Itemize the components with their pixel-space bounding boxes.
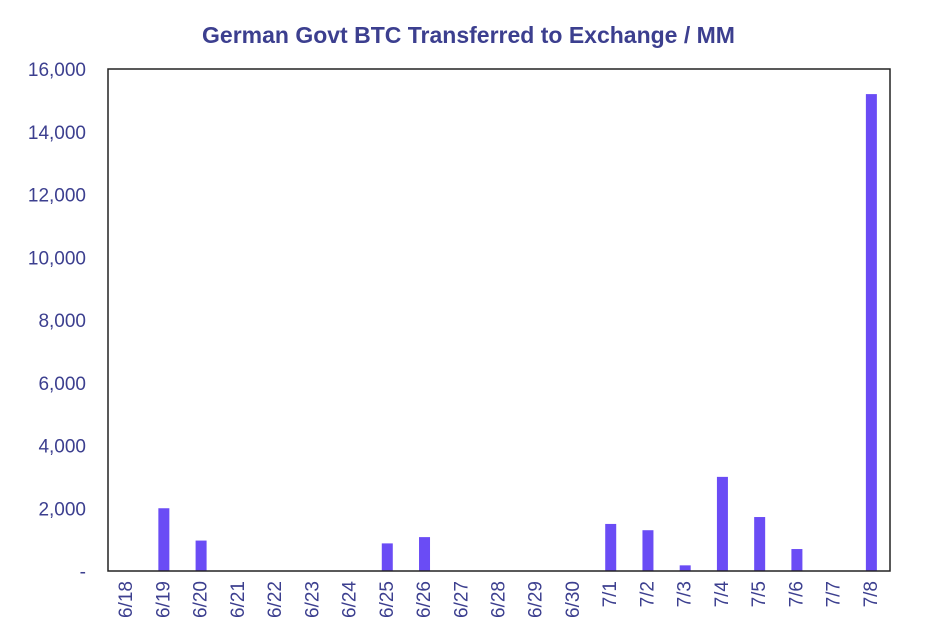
- x-tick-label: 6/29: [526, 581, 547, 618]
- x-tick-label: 6/18: [116, 581, 137, 618]
- bar: [195, 540, 207, 571]
- x-tick-label: 7/6: [786, 581, 807, 607]
- y-tick-label: 4,000: [38, 437, 86, 458]
- plot-area-frame: [107, 68, 891, 572]
- bars-group: [158, 94, 877, 571]
- x-tick-label: 7/4: [712, 581, 733, 608]
- x-tick-label: 6/28: [489, 581, 510, 618]
- x-tick-label: 7/3: [675, 581, 696, 607]
- bar: [419, 537, 431, 571]
- x-tick-label: 6/26: [414, 581, 435, 618]
- bar: [754, 517, 766, 571]
- y-tick-label: 10,000: [28, 248, 86, 269]
- y-tick-label: 12,000: [28, 186, 86, 207]
- bar: [605, 523, 617, 571]
- x-tick-label: 6/25: [377, 581, 398, 618]
- bar: [381, 543, 393, 571]
- y-tick-label: -: [80, 562, 86, 583]
- x-tick-label: 7/8: [861, 581, 882, 607]
- x-tick-label: 7/2: [637, 581, 658, 607]
- x-tick-label: 6/30: [563, 581, 584, 618]
- y-tick-label: 8,000: [38, 311, 86, 332]
- x-tick-label: 6/24: [340, 581, 361, 618]
- bar: [642, 530, 654, 571]
- x-tick-label: 6/20: [191, 581, 212, 618]
- y-tick-label: 16,000: [28, 60, 86, 81]
- x-tick-label: 7/1: [600, 581, 621, 607]
- x-tick-label: 6/27: [451, 581, 472, 618]
- y-tick-label: 6,000: [38, 374, 86, 395]
- x-tick-label: 6/21: [228, 581, 249, 618]
- y-tick-label: 14,000: [28, 123, 86, 144]
- x-tick-label: 7/5: [749, 581, 770, 607]
- bar: [679, 565, 691, 571]
- bar: [716, 476, 728, 571]
- bar: [158, 508, 170, 571]
- y-axis-ticks: - 2,000 4,000 6,000 8,000 10,000 12,000 14,000 1…: [28, 60, 86, 583]
- x-tick-label: 6/22: [265, 581, 286, 618]
- x-tick-label: 6/23: [302, 581, 323, 618]
- x-tick-label: 7/7: [824, 581, 845, 607]
- bar: [865, 94, 877, 571]
- bar: [791, 549, 803, 571]
- y-tick-label: 2,000: [38, 499, 86, 520]
- x-axis-ticks: 6/18 6/19 6/20 6/21 6/22 6/23 6/24 6/25 6/26 6/27…: [116, 581, 882, 618]
- x-tick-label: 6/19: [153, 581, 174, 618]
- chart-title: German Govt BTC Transferred to Exchange …: [202, 22, 735, 48]
